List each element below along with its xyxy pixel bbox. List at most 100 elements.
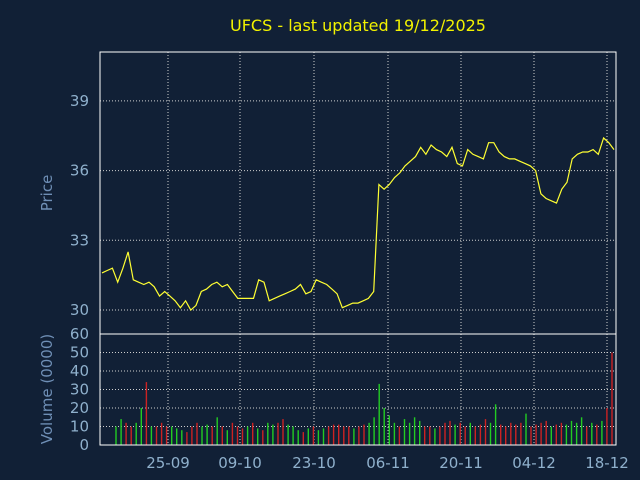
x-tick-label: 06-11: [366, 454, 410, 472]
x-tick-label: 09-10: [218, 454, 262, 472]
volume-bar: [226, 430, 228, 445]
volume-bar: [312, 426, 315, 445]
volume-bar: [332, 424, 335, 445]
volume-bar: [343, 426, 345, 445]
volume-bar: [479, 424, 482, 445]
price-y-tick-label: 30: [70, 301, 89, 319]
volume-bar: [292, 426, 294, 445]
volume-y-tick-label: 20: [70, 399, 89, 417]
volume-bar: [368, 422, 370, 445]
volume-bar: [262, 430, 264, 445]
volume-bar: [160, 422, 163, 445]
volume-bar: [322, 428, 325, 445]
volume-bar: [282, 419, 284, 445]
volume-bar: [505, 426, 507, 445]
volume-bar: [155, 426, 158, 445]
volume-bar: [388, 415, 390, 445]
volume-grid: [100, 334, 616, 445]
volume-bar: [591, 422, 593, 445]
price-panel-frame: [99, 51, 617, 335]
volume-bar: [419, 420, 421, 445]
volume-panel-frame: [99, 333, 617, 446]
volume-bar: [555, 424, 557, 445]
volume-bar: [570, 420, 573, 445]
volume-bar: [201, 426, 203, 445]
volume-bar: [606, 408, 608, 445]
volume-bar: [383, 408, 385, 445]
volume-bar: [150, 426, 153, 445]
volume-bar: [297, 430, 299, 445]
volume-bar: [130, 426, 132, 445]
volume-bar: [272, 424, 274, 445]
price-y-tick-labels: 30 33 36 39: [70, 92, 89, 319]
volume-bar: [287, 424, 289, 445]
volume-bar: [575, 422, 578, 445]
volume-bar: [408, 422, 411, 445]
volume-bar: [186, 432, 188, 445]
volume-bar: [241, 428, 244, 445]
volume-bar: [120, 419, 122, 445]
volume-bar: [429, 426, 431, 445]
volume-bar: [454, 424, 456, 445]
x-tick-label: 18-12: [585, 454, 629, 472]
volume-bar: [464, 426, 466, 445]
volume-bar: [550, 426, 552, 445]
price-grid: [100, 52, 616, 334]
volume-bar: [444, 422, 446, 445]
volume-bar: [171, 426, 173, 445]
x-tick-label: 20-11: [439, 454, 483, 472]
volume-bar: [439, 426, 441, 445]
volume-bar: [403, 419, 406, 445]
volume-bar: [525, 413, 527, 445]
volume-bar: [500, 424, 502, 445]
volume-bar: [363, 424, 365, 445]
volume-bar: [398, 426, 401, 445]
volume-y-tick-label: 30: [70, 381, 89, 399]
x-tick-label: 04-12: [512, 454, 556, 472]
volume-bar: [302, 432, 304, 445]
volume-bar: [540, 422, 542, 445]
volume-bar: [267, 422, 269, 445]
volume-bar: [560, 422, 563, 445]
volume-bar: [236, 426, 239, 445]
volume-bar: [125, 422, 127, 445]
volume-y-tick-label: 60: [70, 325, 89, 343]
volume-bar: [145, 382, 148, 445]
volume-bar: [353, 428, 355, 445]
x-tick-label: 23-10: [292, 454, 336, 472]
price-line: [101, 136, 615, 312]
volume-bar: [252, 422, 254, 445]
volume-bar: [434, 428, 436, 445]
chart-title: UFCS - last updated 19/12/2025: [230, 16, 486, 35]
volume-bar: [484, 419, 487, 445]
volume-bar: [176, 428, 178, 445]
volume-axis-label: Volume (0000): [38, 334, 56, 444]
volume-bar: [206, 424, 208, 445]
volume-bar: [474, 426, 476, 445]
volume-y-tick-label: 50: [70, 344, 89, 362]
volume-bar: [580, 417, 583, 446]
volume-bar: [459, 422, 461, 445]
volume-bar: [373, 417, 375, 446]
volume-bar: [140, 408, 142, 445]
volume-bar: [611, 352, 613, 445]
volume-bar: [530, 426, 532, 445]
volume-bar: [565, 424, 568, 445]
volume-bar: [231, 422, 234, 445]
volume-bar: [338, 424, 340, 445]
volume-bar: [393, 422, 396, 445]
volume-bar: [348, 426, 350, 445]
volume-bar: [494, 404, 497, 445]
price-y-tick-label: 36: [70, 162, 89, 180]
volume-bar: [327, 426, 330, 445]
volume-bars: [115, 352, 613, 446]
volume-bar: [520, 422, 522, 445]
volume-bar: [535, 424, 537, 445]
volume-bar: [424, 426, 426, 445]
volume-bar: [545, 420, 547, 445]
volume-bar: [307, 428, 309, 445]
volume-bar: [596, 424, 598, 445]
price-y-tick-label: 39: [70, 92, 89, 110]
